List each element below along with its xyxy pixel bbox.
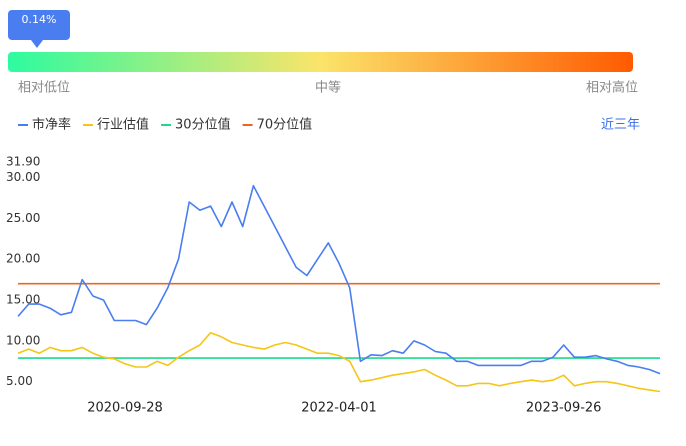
range-button[interactable]: 近三年: [601, 118, 640, 133]
gauge-mid: 中等: [315, 80, 341, 96]
y-tick-label: 5.00: [6, 374, 33, 388]
legend-label: 70分位值: [257, 117, 313, 133]
bubble: [8, 10, 70, 40]
x-tick-label: 2020-09-28: [87, 401, 163, 416]
y-tick-label: 25.00: [6, 211, 40, 225]
x-tick-label: 2022-04-01: [301, 401, 377, 416]
y-tick-label: 31.90: [6, 155, 40, 169]
series-line: [17, 184, 661, 375]
y-tick-label: 15.00: [6, 293, 40, 307]
gauge-low: 相对低位: [18, 81, 70, 96]
gauge-value: 0.14%: [22, 13, 57, 26]
series-line: [17, 331, 661, 393]
gauge-bar: [8, 52, 633, 72]
bubble-pointer: [31, 40, 43, 48]
legend-label: 市净率: [32, 117, 71, 133]
y-tick-label: 10.00: [6, 333, 40, 347]
x-tick-label: 2023-09-26: [526, 401, 602, 416]
gauge-high: 相对高位: [586, 80, 638, 96]
legend-label: 30分位值: [175, 117, 231, 133]
y-tick-label: 20.00: [6, 252, 40, 266]
y-tick-label: 30.00: [6, 170, 40, 184]
legend-label: 行业估值: [97, 117, 149, 133]
